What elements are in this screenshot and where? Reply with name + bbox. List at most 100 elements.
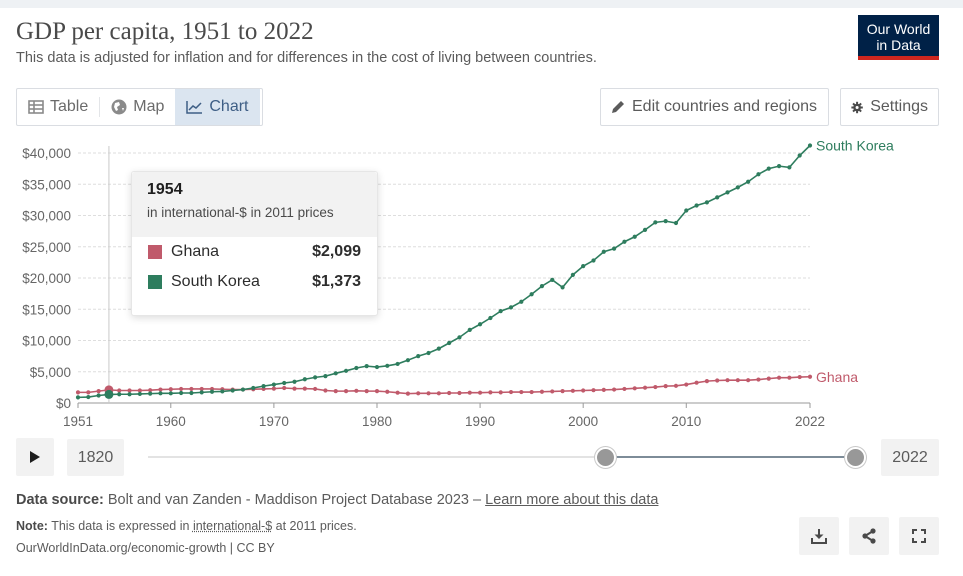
south-korea-point: [673, 220, 679, 226]
south-korea-point: [158, 391, 163, 396]
south-korea-point: [694, 203, 699, 208]
chart-title: GDP per capita, 1951 to 2022: [16, 18, 314, 45]
timeline-start-handle[interactable]: [595, 447, 616, 468]
south-korea-point: [653, 220, 658, 225]
tab-chart-label: Chart: [209, 98, 249, 115]
timeline-start-year[interactable]: 1820: [67, 439, 124, 476]
timeline-selected-range: [606, 456, 856, 458]
south-korea-series-label: South Korea: [816, 138, 894, 154]
south-korea-point: [498, 309, 503, 314]
download-button[interactable]: [799, 517, 839, 555]
share-icon: [862, 528, 876, 544]
south-korea-point: [735, 185, 740, 190]
south-korea-point: [725, 190, 730, 195]
south-korea-point: [457, 335, 462, 340]
south-korea-point: [508, 305, 514, 310]
chart-subtitle: This data is adjusted for inflation and …: [16, 50, 597, 66]
ghana-point: [519, 389, 524, 395]
tab-chart[interactable]: Chart: [175, 89, 260, 125]
ghana-series-label: Ghana: [816, 369, 858, 385]
south-korea-point: [220, 389, 225, 394]
ghana-point: [271, 386, 276, 391]
y-tick-label: $30,000: [22, 209, 71, 224]
ghana-point: [766, 376, 771, 381]
ghana-point: [385, 389, 390, 394]
ghana-point: [447, 390, 452, 396]
gear-icon: [851, 101, 863, 113]
ghana-point: [756, 377, 761, 382]
south-korea-point: [632, 234, 637, 239]
ghana-point: [168, 387, 173, 392]
south-korea-point: [343, 368, 349, 373]
ghana-point: [550, 389, 555, 394]
south-korea-point: [704, 200, 710, 205]
logo-line-1: Our World: [866, 21, 931, 37]
tooltip-row-ghana: Ghana $2,099: [132, 237, 377, 267]
view-tabs: Table Map Chart: [16, 88, 263, 126]
ghana-point: [292, 386, 297, 391]
fullscreen-button[interactable]: [899, 517, 939, 555]
play-button[interactable]: [16, 438, 54, 476]
timeline-end-year[interactable]: 2022: [881, 439, 939, 476]
south-korea-point: [550, 277, 555, 282]
timeline-end-handle[interactable]: [845, 447, 866, 468]
south-korea-point: [581, 264, 586, 269]
learn-more-link[interactable]: Learn more about this data: [485, 492, 659, 508]
x-tick-label: 1990: [465, 414, 495, 429]
tooltip-year: 1954: [147, 181, 183, 198]
south-korea-swatch: [148, 275, 162, 289]
south-korea-point: [189, 390, 194, 396]
ghana-point: [158, 387, 163, 392]
south-korea-point: [529, 292, 534, 297]
ghana-point: [467, 390, 472, 395]
ghana-point: [807, 374, 813, 379]
ghana-point: [560, 389, 565, 394]
ghana-point: [694, 380, 699, 385]
ghana-swatch: [148, 245, 162, 259]
share-button[interactable]: [849, 517, 889, 555]
international-dollar-link[interactable]: international-$: [192, 519, 273, 533]
ghana-point: [591, 388, 596, 393]
south-korea-point: [612, 246, 617, 251]
south-korea-point: [539, 284, 545, 289]
south-korea-point: [684, 208, 689, 213]
hover-tooltip: 1954 in international-$ in 2011 prices G…: [131, 171, 378, 316]
ghana-point: [746, 378, 751, 383]
south-korea-point: [104, 389, 114, 399]
ghana-point: [436, 391, 441, 396]
credit-line[interactable]: OurWorldInData.org/economic-growth | CC …: [16, 541, 275, 555]
ghana-point: [612, 387, 617, 392]
timeline-track[interactable]: [148, 456, 854, 458]
table-icon: [28, 100, 44, 114]
owid-logo[interactable]: Our World in Data: [858, 15, 939, 60]
south-korea-point: [240, 387, 246, 392]
tab-map-label: Map: [133, 98, 165, 115]
south-korea-point: [75, 395, 81, 400]
south-korea-point: [715, 195, 720, 200]
tab-map[interactable]: Map: [100, 89, 175, 125]
tab-table[interactable]: Table: [17, 89, 99, 125]
settings-button[interactable]: Settings: [840, 88, 939, 126]
south-korea-point: [271, 382, 276, 387]
south-korea-point: [282, 380, 287, 386]
x-tick-label: 1951: [63, 414, 93, 429]
ghana-point: [374, 389, 380, 394]
source-text: Bolt and van Zanden - Maddison Project D…: [107, 492, 482, 508]
ghana-point: [333, 389, 338, 394]
tooltip-row-south-korea: South Korea $1,373: [132, 267, 377, 297]
south-korea-point: [447, 340, 452, 346]
ghana-point: [282, 385, 287, 391]
ghana-point: [673, 383, 679, 388]
line-chart: $0 $5,000 $10,000 $15,000 $20,000 $25,000 $30,…: [22, 138, 894, 430]
ghana-point: [653, 384, 658, 390]
tooltip-row-name: Ghana: [171, 243, 220, 260]
ghana-point: [477, 390, 483, 395]
south-korea-point: [746, 179, 751, 184]
tooltip-row-value: $1,373: [312, 273, 361, 290]
y-tick-label: $5,000: [30, 365, 71, 380]
download-icon: [811, 529, 827, 544]
south-korea-point: [766, 166, 771, 171]
south-korea-point: [385, 363, 390, 368]
edit-countries-button[interactable]: Edit countries and regions: [600, 88, 829, 126]
south-korea-point: [426, 350, 431, 356]
